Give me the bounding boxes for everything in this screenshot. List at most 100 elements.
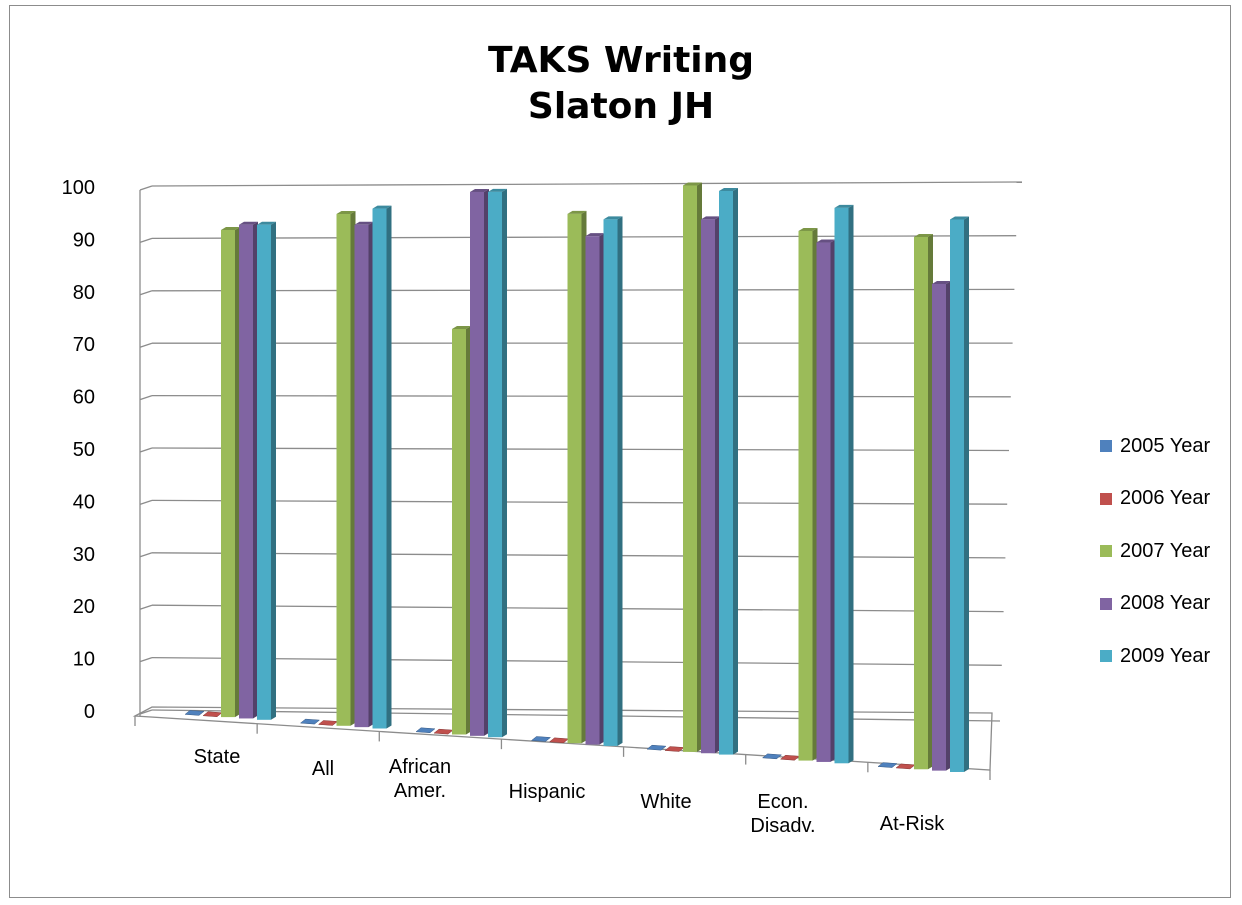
bar-top-2-3 [470,188,489,192]
legend-label: 2007 Year [1120,539,1211,562]
bar-side-2-2 [466,326,471,735]
chart-title: TAKS Writing [487,40,755,81]
bar-top-0-2 [221,226,240,230]
bar-0-4 [257,224,271,720]
x-tick-label: All [312,758,334,780]
bar-top-0-4 [257,221,276,225]
bar-side-6-3 [946,280,951,771]
side-gridline-1 [139,656,153,663]
y-tick-label: 30 [73,544,95,566]
bar-top-3-3 [585,233,605,237]
bar-top-1-3 [354,221,374,225]
y-tick-label: 50 [73,439,95,461]
bar-side-4-3 [715,216,720,754]
legend-label: 2005 Year [1120,434,1211,457]
y-tick-label: 100 [62,177,95,199]
bar-top-2-2 [452,326,471,330]
side-gridline-9 [139,237,153,244]
bar-side-4-2 [697,182,702,752]
legend-item: 2008 Year [1100,578,1210,631]
side-gridline-10 [139,185,153,191]
bar-side-6-4 [964,216,969,772]
x-tick-label: White [640,791,691,813]
side-gridline-8 [139,290,153,296]
bar-0-3 [239,224,253,719]
bar-top-5-4 [834,204,854,208]
x-tick-label: At-Risk [880,813,945,835]
bar-side-0-4 [271,221,276,720]
bar-side-6-2 [928,234,933,770]
bar-side-3-4 [617,216,623,746]
y-tick-label: 0 [84,701,95,723]
bar-1-4 [372,208,387,729]
legend-swatch [1100,597,1112,610]
bar-4-0 [646,744,667,751]
bar-top-6-3 [932,280,951,284]
bar-side-5-2 [812,227,818,761]
bar-5-0 [761,753,783,760]
bar-side-0-3 [253,221,258,719]
bar-top-4-2 [683,182,702,186]
bar-top-5-3 [816,239,836,243]
bar-2-4 [488,191,502,738]
x-tick-label: Econ. Disadv. [750,791,815,837]
y-tick-label: 20 [73,596,95,618]
bar-top-2-4 [488,188,507,192]
bar-side-1-2 [350,211,356,726]
legend-swatch [1100,492,1112,505]
bar-0-0 [184,710,205,716]
bar-side-3-2 [581,210,587,744]
bar-top-5-2 [798,227,818,231]
bar-top-3-4 [603,216,623,220]
legend-swatch [1100,545,1112,558]
y-tick-label: 70 [73,334,95,356]
bar-4-4 [719,190,733,755]
legend-label: 2008 Year [1120,592,1211,615]
bar-top-6-2 [914,234,933,238]
bar-3-3 [585,236,600,745]
bar-top-1-2 [336,211,356,215]
x-tick-label: Hispanic [509,781,586,803]
side-gridline-0 [139,709,153,715]
bar-side-1-3 [368,221,374,728]
side-gridline-6 [139,394,153,401]
bar-4-3 [701,219,715,754]
bar-1-1 [317,720,339,726]
legend-item: 2006 Year [1100,473,1210,526]
y-tick-label: 10 [73,649,95,671]
legend-item: 2005 Year [1100,420,1210,473]
bar-side-2-3 [484,188,489,736]
bar-2-0 [415,727,436,734]
bar-3-0 [530,736,552,742]
bar-5-4 [834,207,849,764]
side-gridline-5 [139,447,153,453]
y-tick-label: 90 [73,229,95,251]
bar-0-2 [221,229,235,718]
bar-top-6-4 [950,216,969,220]
x-tick-label: African Amer. [389,756,451,802]
bar-1-0 [299,718,321,725]
bar-top-4-4 [719,187,738,191]
bar-6-0 [877,762,898,768]
bar-5-2 [798,230,813,761]
y-tick-label: 60 [73,387,95,409]
bar-side-2-4 [502,188,507,738]
gridline-10 [151,181,1023,187]
bar-4-2 [683,185,697,752]
legend-swatch [1100,440,1112,453]
bar-side-5-4 [848,204,854,764]
side-gridline-3 [139,552,153,558]
legend-swatch [1100,650,1112,663]
bar-6-2 [914,237,928,770]
bar-side-4-4 [733,187,738,755]
bar-side-5-3 [830,239,836,762]
bar-1-3 [354,224,369,728]
x-tick-label: State [194,746,241,768]
side-gridline-7 [139,342,153,348]
y-tick-label: 80 [73,282,95,304]
bar-5-1 [779,754,801,761]
bar-side-3-3 [599,233,605,745]
legend-item: 2007 Year [1100,525,1210,578]
bar-1-2 [336,214,351,726]
